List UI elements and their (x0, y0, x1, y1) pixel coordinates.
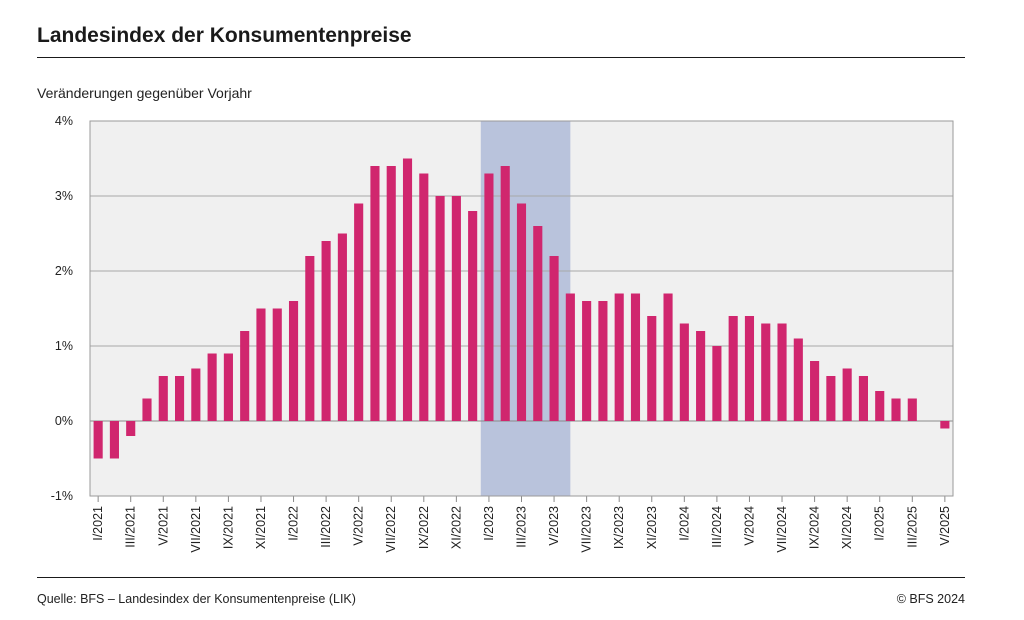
x-tick-label: V/2025 (938, 506, 952, 546)
bar (451, 196, 461, 421)
bar (598, 301, 608, 421)
x-tick-label: III/2021 (124, 506, 138, 548)
chart-subtitle: Veränderungen gegenüber Vorjahr (37, 85, 252, 101)
bar (158, 376, 168, 421)
x-tick-label: III/2025 (905, 506, 919, 548)
y-tick-label: 2% (55, 264, 73, 278)
bars (93, 158, 950, 459)
bar (533, 226, 543, 421)
bar (174, 376, 185, 421)
x-tick-label: I/2024 (677, 506, 691, 541)
bar (272, 308, 282, 421)
bar (207, 353, 217, 421)
x-tick-label: IX/2021 (221, 506, 235, 549)
bar (500, 166, 510, 421)
x-tick-label: XI/2022 (449, 506, 463, 549)
bar (826, 376, 836, 421)
x-tick-label: IX/2024 (808, 506, 822, 549)
bar (728, 316, 738, 421)
x-axis: I/2021 III/2021 V/2021 VII/2021 IX/2021 XI/20… (91, 496, 952, 553)
bar (435, 196, 445, 421)
x-tick-label: V/2021 (156, 506, 170, 546)
bar (712, 346, 722, 421)
bar (484, 173, 494, 421)
bar (810, 361, 820, 421)
bar (305, 256, 315, 421)
x-tick-label: VII/2024 (775, 506, 789, 553)
bar (402, 158, 413, 421)
bar (240, 331, 250, 421)
x-tick-label: III/2022 (319, 506, 333, 548)
chart-title: Landesindex der Konsumentenpreise (37, 24, 412, 47)
bar (191, 368, 201, 421)
x-tick-label: XI/2023 (645, 506, 659, 549)
bar (93, 421, 103, 459)
bar (288, 301, 299, 421)
bar (142, 398, 152, 421)
x-tick-label: VII/2021 (189, 506, 203, 553)
bar (940, 421, 950, 429)
bar (582, 301, 592, 421)
x-tick-label: I/2022 (287, 506, 301, 541)
bar (126, 421, 136, 436)
bar (696, 331, 706, 421)
x-tick-label: IX/2022 (417, 506, 431, 549)
bar (875, 391, 885, 421)
y-tick-label: 0% (55, 414, 73, 428)
bar (777, 323, 787, 421)
x-tick-label: VII/2023 (580, 506, 594, 553)
bar (468, 211, 478, 421)
bar (891, 398, 901, 421)
y-tick-label: 1% (55, 339, 73, 353)
footer-rule (37, 577, 965, 578)
x-tick-label: XI/2024 (840, 506, 854, 549)
y-tick-label: -1% (51, 489, 73, 503)
bar (858, 376, 869, 421)
x-tick-label: V/2023 (547, 506, 561, 546)
x-tick-label: IX/2023 (612, 506, 626, 549)
bar (419, 173, 429, 421)
bar (549, 256, 559, 421)
bar (337, 233, 347, 421)
x-tick-label: III/2023 (515, 506, 529, 548)
bar (386, 166, 396, 421)
title-rule (37, 57, 965, 58)
bar (679, 323, 689, 421)
y-axis: 4% 3% 2% 1% 0% -1% (51, 114, 73, 503)
bar (565, 293, 575, 421)
x-tick-label: I/2021 (91, 506, 105, 541)
bar (647, 316, 657, 421)
plot-border (89, 120, 954, 497)
source-note: Quelle: BFS – Landesindex der Konsumente… (37, 592, 356, 606)
x-tick-label: XI/2021 (254, 506, 268, 549)
x-tick-label: VII/2022 (384, 506, 398, 553)
bar (907, 398, 917, 421)
bar (761, 323, 771, 421)
bar (793, 338, 803, 421)
bar (630, 293, 641, 421)
x-tick-label: I/2025 (873, 506, 887, 541)
x-tick-label: I/2023 (482, 506, 496, 541)
bar (663, 293, 673, 421)
bar (516, 203, 527, 421)
bar (354, 203, 364, 421)
bar (614, 293, 624, 421)
bar (842, 368, 852, 421)
bar (223, 353, 233, 421)
bar (256, 308, 266, 421)
bar (744, 316, 755, 421)
x-tick-label: III/2024 (710, 506, 724, 548)
bar (109, 421, 119, 459)
bar (370, 166, 380, 421)
y-tick-label: 3% (55, 189, 73, 203)
x-tick-label: V/2022 (352, 506, 366, 546)
y-tick-label: 4% (55, 114, 73, 128)
bar (321, 241, 331, 421)
copyright-note: © BFS 2024 (896, 592, 965, 606)
x-tick-label: V/2024 (742, 506, 756, 546)
